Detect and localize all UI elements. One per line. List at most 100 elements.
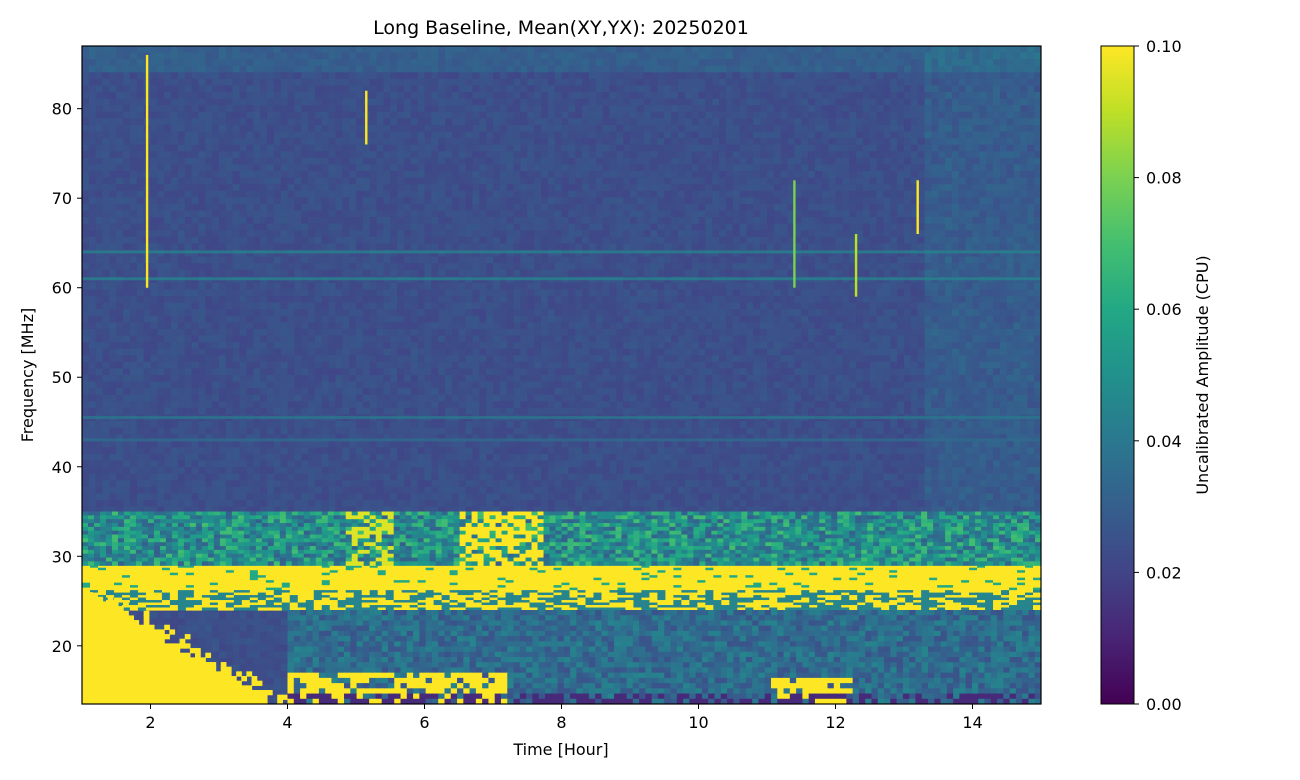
- heat-cell: [925, 66, 932, 73]
- heat-cell: [240, 158, 247, 165]
- heat-cell: [472, 105, 479, 112]
- heat-cell: [246, 145, 253, 152]
- heat-cell: [678, 178, 685, 185]
- heat-cell: [425, 72, 432, 79]
- heat-cell: [479, 171, 486, 178]
- heat-cell: [356, 158, 363, 165]
- heat-cell: [527, 237, 534, 244]
- heat-cell: [781, 53, 788, 60]
- heat-cell: [966, 92, 973, 99]
- heat-cell: [397, 191, 404, 198]
- heat-cell: [829, 257, 836, 264]
- heat-cell: [514, 197, 521, 204]
- heat-cell: [116, 118, 123, 125]
- heat-cell: [308, 105, 315, 112]
- heat-cell: [555, 184, 562, 191]
- heat-cell: [157, 145, 164, 152]
- heat-cell: [452, 171, 459, 178]
- heat-cell: [760, 191, 767, 198]
- heat-cell: [411, 184, 418, 191]
- heat-cell: [479, 211, 486, 218]
- heat-cell: [89, 66, 96, 73]
- heat-cell: [774, 184, 781, 191]
- heat-cell: [726, 191, 733, 198]
- heat-cell: [500, 237, 507, 244]
- heat-cell: [281, 158, 288, 165]
- heat-cell: [918, 237, 925, 244]
- heat-cell: [856, 92, 863, 99]
- heat-cell: [712, 243, 719, 250]
- heat-cell: [671, 257, 678, 264]
- heat-cell: [904, 59, 911, 66]
- heat-cell: [897, 178, 904, 185]
- heat-cell: [500, 230, 507, 237]
- heat-cell: [630, 211, 637, 218]
- heat-cell: [397, 59, 404, 66]
- heat-cell: [329, 145, 336, 152]
- heat-cell: [651, 257, 658, 264]
- heat-cell: [630, 145, 637, 152]
- heat-cell: [452, 164, 459, 171]
- heat-cell: [801, 85, 808, 92]
- heat-cell: [308, 197, 315, 204]
- heat-cell: [253, 217, 260, 224]
- heat-cell: [472, 46, 479, 53]
- heat-cell: [308, 211, 315, 218]
- heat-cell: [383, 66, 390, 73]
- heat-cell: [562, 164, 569, 171]
- heat-cell: [322, 184, 329, 191]
- heat-cell: [849, 79, 856, 86]
- heat-cell: [890, 178, 897, 185]
- heat-cell: [459, 158, 466, 165]
- heat-cell: [294, 171, 301, 178]
- heat-cell: [315, 46, 322, 53]
- heat-cell: [527, 191, 534, 198]
- heat-cell: [212, 151, 219, 158]
- heat-cell: [822, 53, 829, 60]
- heat-cell: [514, 263, 521, 270]
- heat-cell: [342, 125, 349, 132]
- heat-cell: [342, 164, 349, 171]
- heat-cell: [651, 158, 658, 165]
- heat-cell: [164, 178, 171, 185]
- heat-cell: [979, 105, 986, 112]
- heat-cell: [856, 145, 863, 152]
- heat-cell: [171, 59, 178, 66]
- heat-cell: [493, 53, 500, 60]
- heat-cell: [637, 92, 644, 99]
- heat-cell: [479, 151, 486, 158]
- heat-cell: [952, 184, 959, 191]
- heat-cell: [596, 230, 603, 237]
- heat-cell: [1007, 145, 1014, 152]
- heat-cell: [829, 72, 836, 79]
- heat-cell: [246, 132, 253, 139]
- heat-cell: [931, 230, 938, 237]
- heat-cell: [842, 230, 849, 237]
- heat-cell: [945, 257, 952, 264]
- heat-cell: [973, 118, 980, 125]
- heat-cell: [425, 125, 432, 132]
- heat-cell: [219, 79, 226, 86]
- heat-cell: [438, 164, 445, 171]
- heat-cell: [753, 217, 760, 224]
- heat-cell: [151, 158, 158, 165]
- heat-cell: [157, 99, 164, 106]
- heat-cell: [931, 237, 938, 244]
- heat-cell: [746, 204, 753, 211]
- heat-cell: [500, 112, 507, 119]
- heat-cell: [185, 211, 192, 218]
- heat-cell: [322, 257, 329, 264]
- heat-cell: [281, 197, 288, 204]
- heat-cell: [274, 145, 281, 152]
- heat-cell: [973, 92, 980, 99]
- heat-cell: [575, 211, 582, 218]
- heat-cell: [123, 46, 130, 53]
- heat-cell: [493, 171, 500, 178]
- heat-cell: [877, 164, 884, 171]
- heat-cell: [459, 243, 466, 250]
- heat-cell: [1007, 257, 1014, 264]
- heat-cell: [582, 158, 589, 165]
- heat-cell: [178, 178, 185, 185]
- heat-cell: [726, 237, 733, 244]
- heat-cell: [842, 217, 849, 224]
